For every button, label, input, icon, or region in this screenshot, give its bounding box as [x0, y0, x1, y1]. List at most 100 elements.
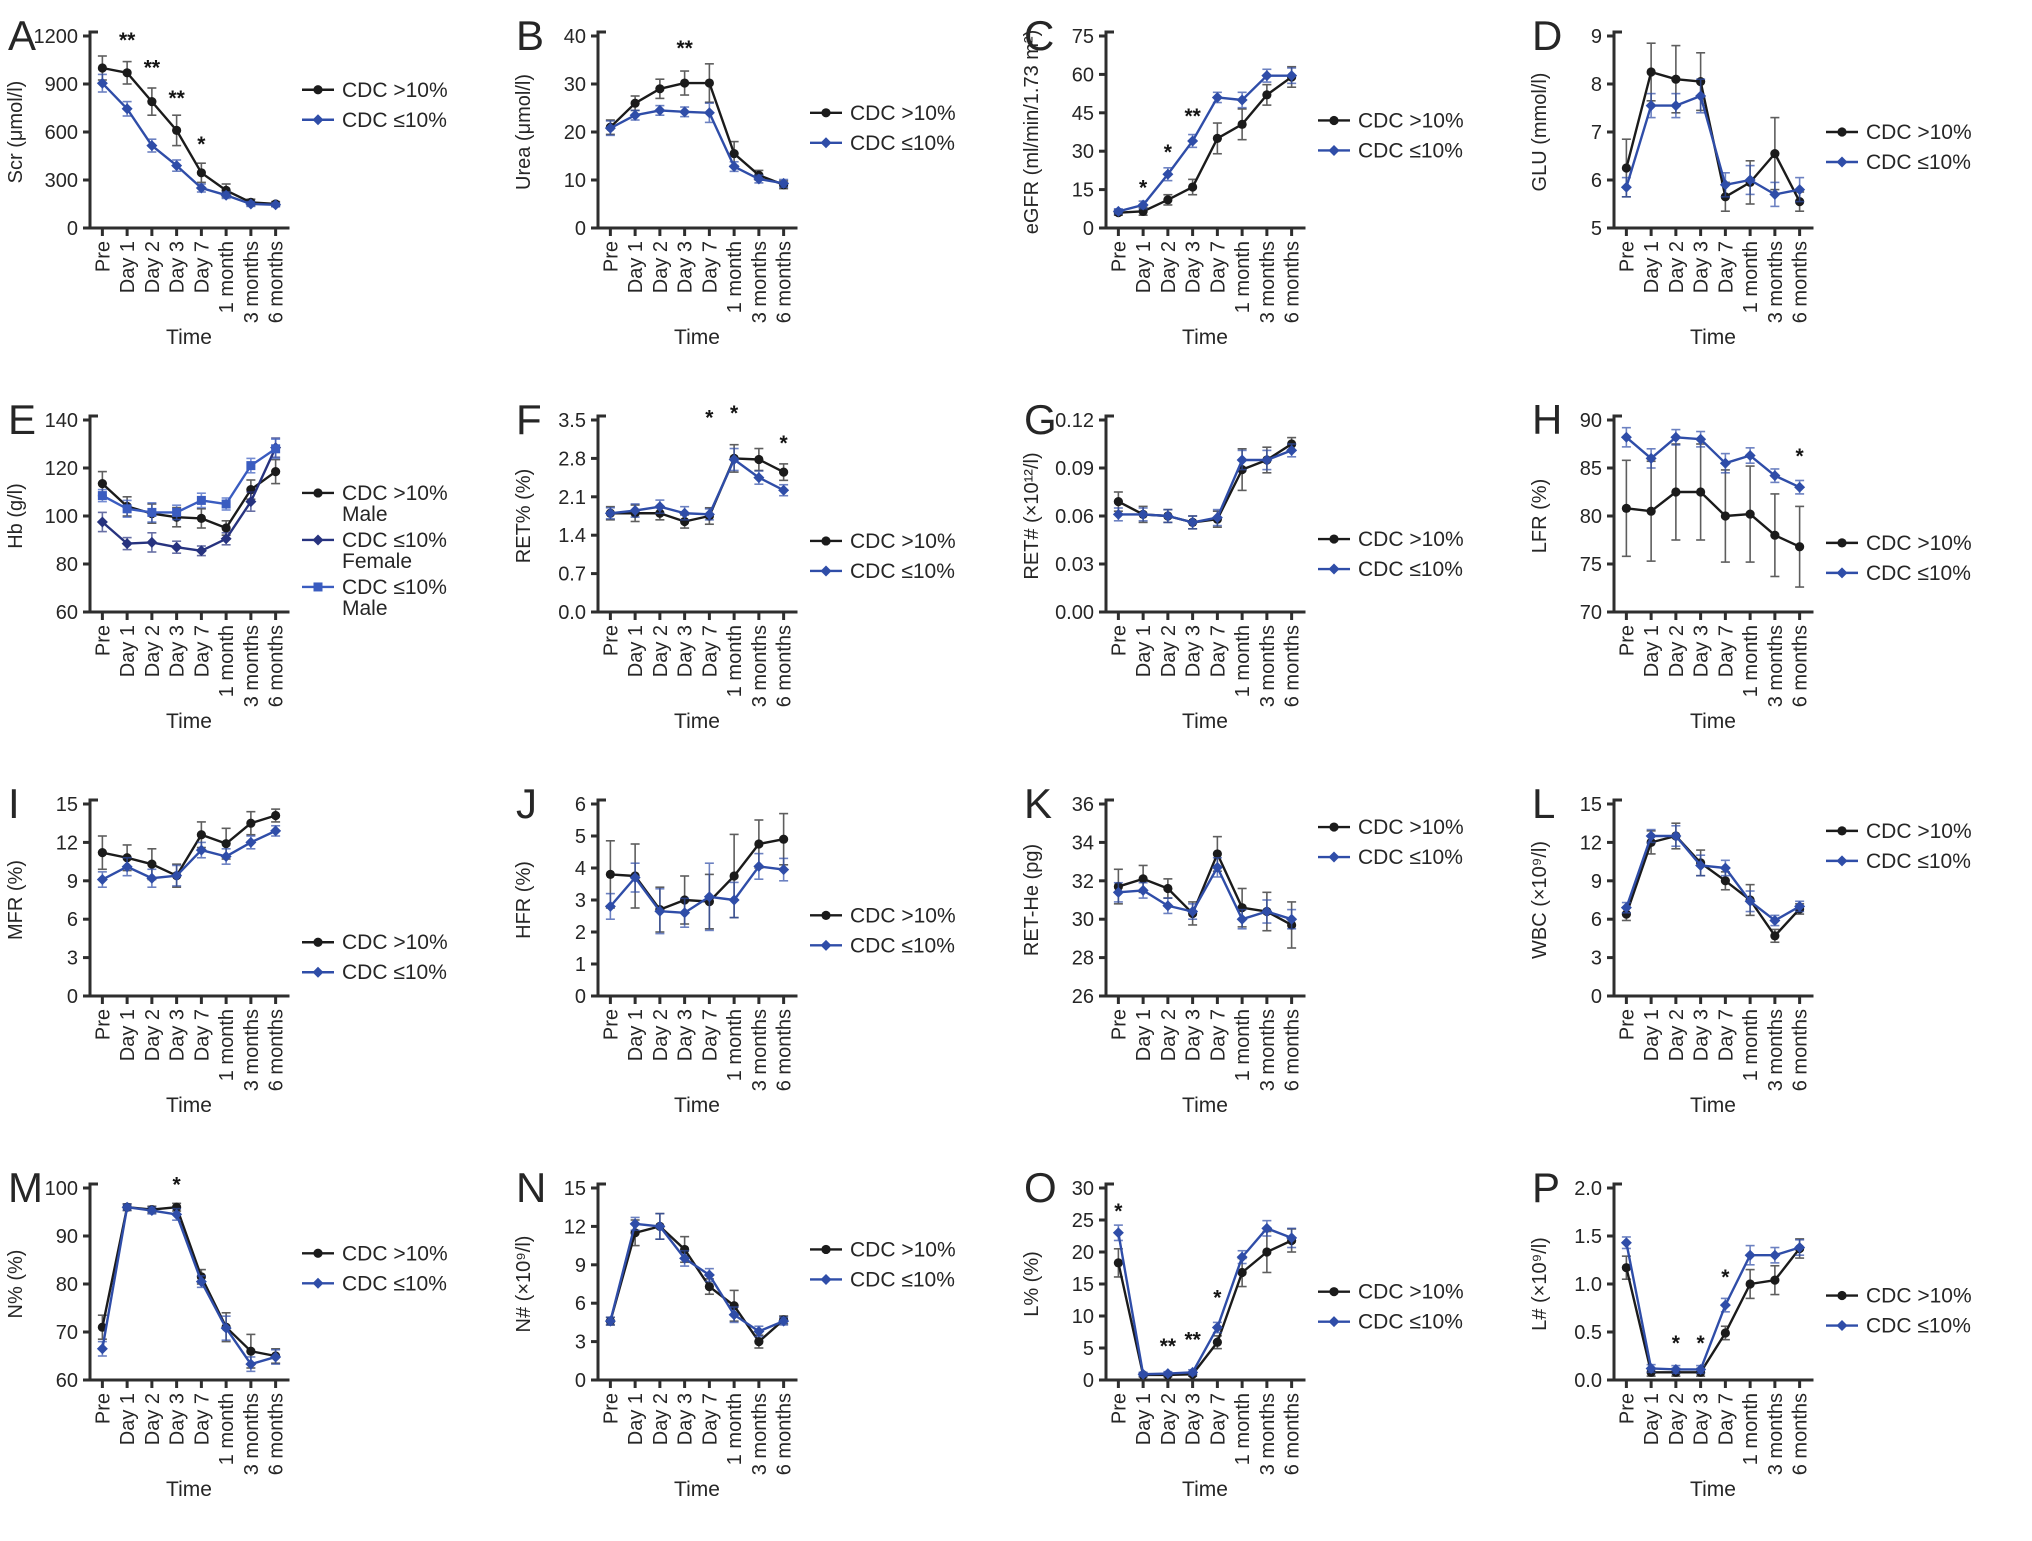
data-point-diamond — [1695, 90, 1707, 102]
data-point-diamond — [1328, 144, 1340, 156]
data-point-diamond — [604, 507, 616, 519]
data-point-diamond — [171, 870, 183, 882]
y-axis-tick-label: 0 — [67, 986, 78, 1008]
y-axis-tick-label: 10 — [1072, 1306, 1094, 1328]
data-point-circle — [97, 63, 107, 73]
data-point-diamond — [195, 1276, 207, 1288]
y-axis-tick-label: 1200 — [34, 26, 79, 48]
axis-line — [88, 798, 290, 998]
x-axis-tick-label: Day 7 — [1207, 241, 1229, 293]
y-axis-tick-label: 0 — [575, 1370, 586, 1392]
data-point-circle — [1770, 931, 1780, 941]
y-axis-tick-label: 60 — [56, 1370, 78, 1392]
x-axis-tick-label: Day 1 — [625, 1393, 647, 1445]
y-axis-tick-label: 90 — [1580, 410, 1602, 432]
data-point-circle — [1621, 503, 1631, 513]
y-axis-tick-label: 3.5 — [558, 410, 586, 432]
x-axis-tick-label: Day 3 — [675, 1393, 697, 1445]
x-axis-tick-label: Pre — [92, 1393, 114, 1424]
data-point-circle — [246, 1346, 256, 1356]
data-point-diamond — [195, 545, 207, 557]
data-point-diamond — [1670, 100, 1682, 112]
series-CDC ≤10% — [604, 1212, 790, 1338]
data-point-diamond — [121, 1201, 133, 1213]
legend-entry: CDC ≤10% — [1826, 562, 1971, 585]
x-axis-tick-label: Day 1 — [1641, 241, 1663, 293]
x-axis-tick-label: 3 months — [241, 1393, 263, 1475]
legend-entry-label: CDC >10% — [342, 79, 448, 102]
legend-entry: CDC ≤10% — [810, 560, 955, 583]
data-point-diamond — [1187, 135, 1199, 147]
x-axis-tick-label: 6 months — [1790, 1393, 1812, 1475]
panel-letter: H — [1532, 396, 1562, 443]
y-axis-tick-label: 0.00 — [1055, 602, 1094, 624]
y-axis-tick-label: 0.06 — [1055, 506, 1094, 528]
data-point-circle — [1795, 542, 1805, 552]
data-point-diamond — [778, 177, 790, 189]
x-axis-tick-label: Pre — [1616, 241, 1638, 272]
data-point-diamond — [1187, 516, 1199, 528]
x-axis-title: Time — [1690, 1478, 1736, 1501]
y-axis-title: RET% (%) — [513, 469, 535, 563]
y-axis-title: RET# (×10¹²/l) — [1021, 452, 1043, 579]
x-axis-tick-label: Day 2 — [650, 1009, 672, 1061]
y-axis-tick-label: 140 — [45, 410, 78, 432]
legend-entry: CDC ≤10% — [302, 961, 447, 984]
data-point-square — [147, 507, 157, 517]
series-CDC ≤10% — [604, 102, 790, 189]
legend-entry-label: CDC ≤10% — [850, 132, 955, 155]
data-point-diamond — [245, 496, 257, 508]
significance-marker: ** — [168, 87, 185, 110]
axis-line — [596, 798, 798, 998]
y-axis-tick-label: 80 — [1580, 506, 1602, 528]
data-point-diamond — [1645, 1362, 1657, 1374]
data-point-circle — [1621, 163, 1631, 173]
y-axis-tick-label: 40 — [564, 26, 586, 48]
y-axis-tick-label: 5 — [575, 826, 586, 848]
y-axis-tick-label: 7 — [1591, 122, 1602, 144]
y-axis-tick-label: 6 — [1591, 170, 1602, 192]
axis-line — [1104, 30, 1306, 230]
panel-letter: N — [516, 1164, 546, 1211]
y-axis-title: GLU (mmol/l) — [1529, 73, 1551, 192]
legend-entry-label: CDC >10% — [1358, 1281, 1464, 1304]
data-point-diamond — [679, 1252, 691, 1264]
data-point-circle — [630, 98, 640, 108]
series-CDC ≤10% Male — [97, 438, 281, 523]
data-point-diamond — [1794, 184, 1806, 196]
y-axis-tick-label: 25 — [1072, 1210, 1094, 1232]
significance-marker: ** — [1160, 1335, 1177, 1358]
x-axis-title: Time — [1182, 326, 1228, 349]
series-line — [609, 1222, 785, 1333]
data-point-circle — [1113, 1258, 1123, 1268]
x-axis-tick-label: Pre — [1108, 241, 1130, 272]
data-point-circle — [729, 1301, 739, 1311]
y-axis-tick-label: 80 — [56, 554, 78, 576]
data-point-diamond — [1769, 914, 1781, 926]
data-point-square — [196, 495, 206, 505]
y-axis-tick-label: 0.0 — [1574, 1370, 1602, 1392]
data-point-circle — [729, 149, 739, 159]
data-point-diamond — [1162, 1368, 1174, 1380]
y-axis-tick-label: 32 — [1072, 871, 1094, 893]
data-point-diamond — [1719, 862, 1731, 874]
legend-entry-label: CDC ≤10% — [1866, 1315, 1971, 1338]
data-point-diamond — [1794, 481, 1806, 493]
series-CDC ≤10% — [1112, 67, 1298, 217]
data-point-diamond — [1744, 1249, 1756, 1261]
x-axis-tick-label: 6 months — [774, 625, 796, 707]
legend-entry: CDC ≤10% — [302, 1272, 447, 1295]
x-axis-tick-label: 6 months — [774, 241, 796, 323]
x-axis-tick-label: 1 month — [724, 1393, 746, 1465]
x-axis-tick-label: Pre — [1108, 1393, 1130, 1424]
data-point-diamond — [1328, 563, 1340, 575]
data-point-diamond — [1794, 900, 1806, 912]
y-axis-title: L# (×10⁹/l) — [1529, 1237, 1551, 1331]
